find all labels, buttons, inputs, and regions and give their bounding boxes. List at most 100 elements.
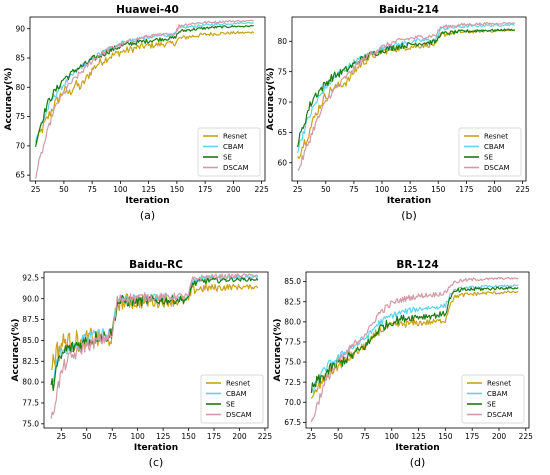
x-tick-label: 125 (156, 432, 171, 441)
x-tick-label: 75 (87, 185, 97, 194)
x-axis-label: Iteration (395, 443, 439, 453)
series-line-resnet (50, 283, 259, 371)
series-line-cbam (297, 23, 516, 154)
x-tick-label: 50 (333, 432, 343, 441)
x-tick-label: 150 (170, 185, 185, 194)
y-tick-label: 72.5 (284, 378, 301, 387)
panel-label: (c) (149, 456, 164, 469)
legend-label: SE (484, 154, 493, 162)
x-tick-label: 75 (349, 185, 359, 194)
legend-label: Resnet (484, 133, 508, 141)
y-tick-label: 82.5 (284, 297, 301, 306)
y-tick-label: 80 (15, 83, 25, 92)
chart-title: Huawei-40 (116, 4, 179, 16)
x-tick-label: 100 (375, 185, 390, 194)
chart-panel-4: BR-124 25 50 75 100 125 150 175 200 225 67.5 70.0 72… (273, 259, 533, 469)
y-tick-label: 90 (15, 24, 25, 33)
x-tick-label: 100 (385, 432, 400, 441)
x-axis-label: Iteration (125, 196, 169, 206)
series-line-cbam (50, 274, 259, 383)
legend-label: DSCAM (223, 164, 249, 172)
legend-box (200, 374, 264, 424)
y-axis-label: Accuracy(%) (11, 319, 21, 382)
x-tick-label: 225 (515, 185, 530, 194)
x-tick-label: 200 (226, 185, 241, 194)
y-tick-label: 75.0 (284, 358, 301, 367)
x-axis-label: Iteration (387, 196, 431, 206)
legend-label: CBAM (484, 143, 505, 151)
y-tick-label: 85 (15, 54, 25, 63)
x-tick-label: 150 (181, 432, 196, 441)
legend-label: Resnet (223, 133, 247, 141)
legend-box (197, 127, 261, 177)
chart-title: BR-124 (396, 259, 438, 271)
panel-label: (a) (140, 209, 155, 222)
legend-label: Resnet (487, 380, 511, 388)
legend-label: SE (487, 401, 496, 409)
series-line-se (297, 28, 516, 148)
x-tick-label: 175 (198, 185, 213, 194)
x-tick-label: 25 (57, 432, 67, 441)
y-tick-label: 85.0 (22, 336, 39, 345)
x-tick-label: 100 (131, 432, 146, 441)
series-line-dscam (35, 19, 254, 179)
legend-label: SE (223, 154, 232, 162)
legend-label: DSCAM (484, 164, 510, 172)
series-line-resnet (35, 30, 255, 144)
series-line-resnet (310, 290, 519, 399)
y-tick-label: 65 (15, 171, 25, 180)
chart-title: Baidu-RC (129, 259, 183, 271)
y-axis-label: Accuracy(%) (273, 319, 283, 382)
legend-label: CBAM (487, 390, 508, 398)
plot-frame (29, 16, 266, 182)
series-line-cbam (35, 21, 254, 143)
series-line-se (35, 24, 254, 147)
x-tick-label: 100 (113, 185, 128, 194)
x-axis-label: Iteration (134, 443, 178, 453)
y-tick-label: 70.0 (284, 398, 301, 407)
x-tick-label: 25 (31, 185, 41, 194)
y-tick-label: 80.0 (284, 317, 301, 326)
x-tick-label: 50 (82, 432, 92, 441)
y-tick-label: 65 (277, 128, 287, 137)
legend-label: DSCAM (487, 411, 513, 419)
y-tick-label: 75 (277, 67, 287, 76)
y-tick-label: 67.5 (284, 418, 301, 427)
x-tick-label: 125 (403, 185, 418, 194)
plot-frame (305, 271, 530, 429)
x-tick-label: 75 (107, 432, 117, 441)
series-line-se (310, 286, 519, 393)
x-tick-label: 50 (59, 185, 69, 194)
y-tick-label: 82.5 (22, 357, 39, 366)
legend-box (458, 127, 522, 177)
x-tick-label: 200 (487, 185, 502, 194)
legend-label: SE (226, 401, 235, 409)
x-tick-label: 175 (207, 432, 222, 441)
legend-label: CBAM (223, 143, 244, 151)
chart-panel-3: Baidu-RC 25 50 75 100 125 150 175 200 225 75.0 77.5… (11, 259, 272, 469)
x-tick-label: 200 (232, 432, 247, 441)
plot-frame (43, 271, 269, 429)
x-tick-label: 150 (431, 185, 446, 194)
x-tick-label: 125 (141, 185, 156, 194)
y-axis-label: Accuracy(%) (266, 68, 276, 131)
y-tick-label: 77.5 (284, 338, 301, 347)
series-line-dscam (50, 273, 259, 419)
x-tick-label: 175 (459, 185, 474, 194)
x-tick-label: 225 (258, 432, 273, 441)
y-tick-label: 87.5 (22, 315, 39, 324)
y-tick-label: 90.0 (22, 294, 39, 303)
x-tick-label: 125 (411, 432, 426, 441)
x-tick-label: 150 (438, 432, 453, 441)
y-tick-label: 92.5 (22, 273, 39, 282)
x-tick-label: 25 (307, 432, 317, 441)
legend-label: CBAM (226, 390, 247, 398)
series-line-dscam (310, 276, 519, 423)
legend-label: DSCAM (226, 411, 252, 419)
y-tick-label: 85.0 (284, 277, 301, 286)
y-tick-label: 70 (277, 98, 287, 107)
chart-title: Baidu-214 (379, 4, 439, 16)
x-tick-label: 75 (360, 432, 370, 441)
y-tick-label: 60 (277, 158, 287, 167)
